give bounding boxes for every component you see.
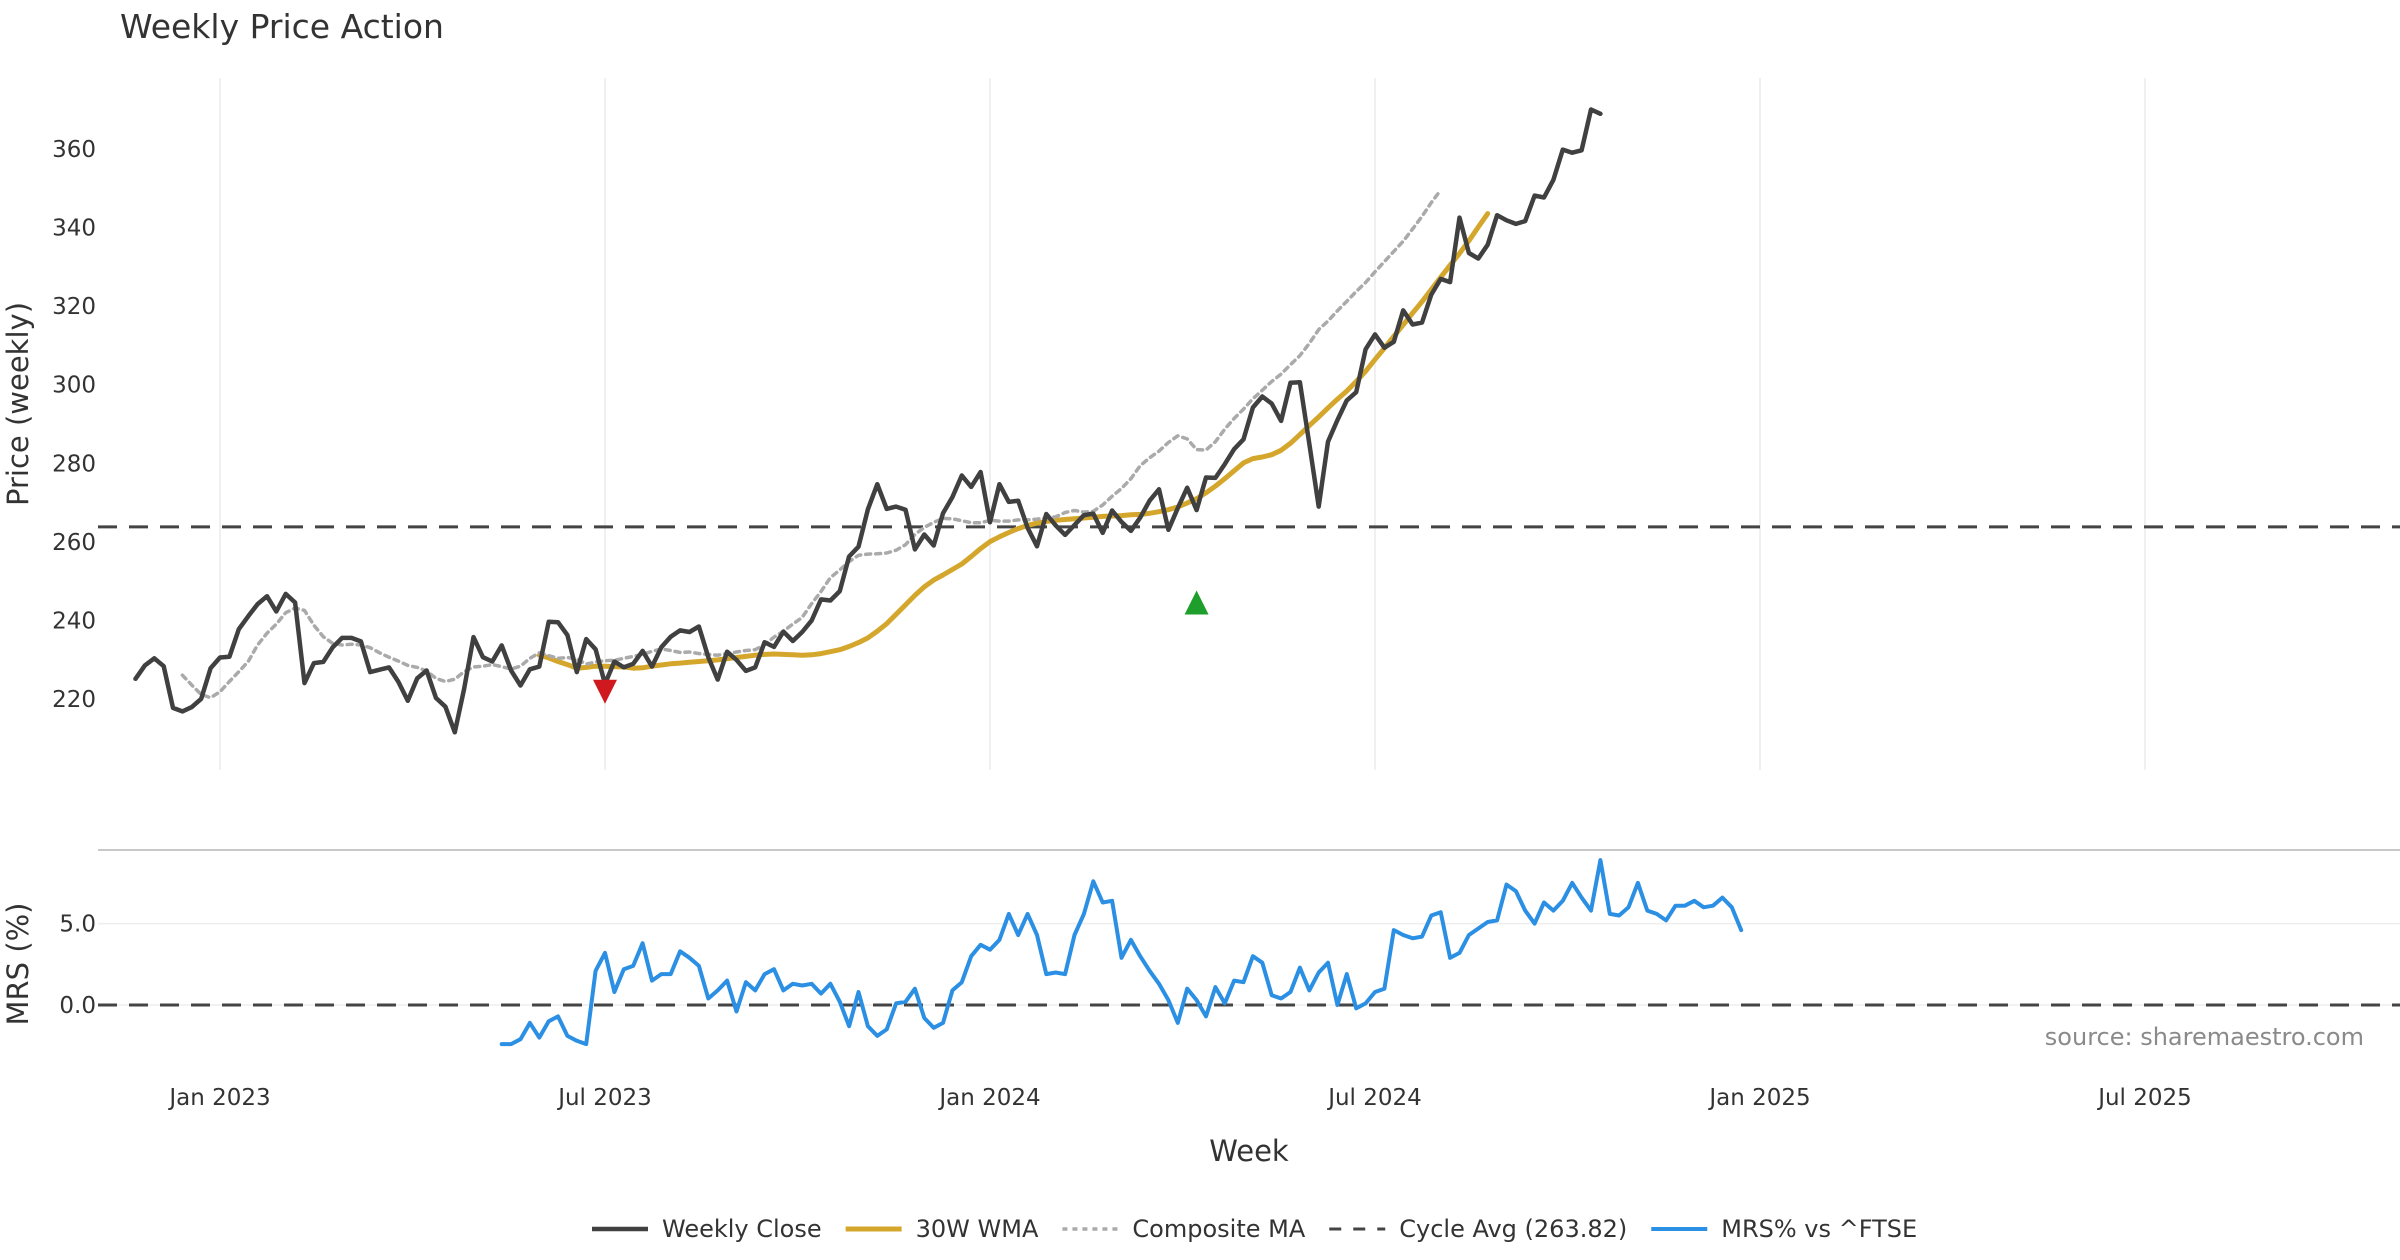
price-y-tick-label: 340 (52, 215, 96, 241)
price-y-tick-label: 360 (52, 137, 96, 163)
x-tick-label: Jul 2023 (556, 1085, 652, 1111)
legend-label: MRS% vs ^FTSE (1721, 1215, 1917, 1243)
legend-label: Cycle Avg (263.82) (1399, 1215, 1627, 1243)
mrs-y-tick-label: 0.0 (59, 993, 96, 1019)
tick-labels: Jan 2023 Jul 2023 Jan 2024 Jul 2024 Jan 2025… (52, 137, 2192, 1111)
grid (98, 78, 2400, 1006)
price-y-tick-label: 300 (52, 373, 96, 399)
legend-label: Weekly Close (662, 1215, 822, 1243)
x-tick-label: Jan 2025 (1707, 1085, 1810, 1111)
price-y-tick-label: 220 (52, 687, 96, 713)
x-tick-label: Jul 2025 (2096, 1085, 2192, 1111)
price-y-tick-label: 260 (52, 530, 96, 556)
mrs-y-tick-label: 5.0 (59, 912, 96, 938)
sell-signal-marker (593, 679, 617, 704)
legend-label: Composite MA (1132, 1215, 1305, 1243)
reference-lines (98, 525, 2400, 1007)
x-tick-label: Jul 2024 (1326, 1085, 1422, 1111)
legend-item-cycle-avg-263-82: Cycle Avg (263.82) (1329, 1215, 1627, 1243)
series-line-mrs-vs-ftse (499, 858, 1744, 1047)
legend-item-composite-ma: Composite MA (1062, 1215, 1306, 1243)
x-axis-label: Week (1209, 1134, 1289, 1168)
signal-markers (593, 590, 1209, 704)
mrs-axis-label: MRS (%) (1, 903, 35, 1026)
x-tick-label: Jan 2023 (167, 1085, 270, 1111)
legend-item-mrs-vs-ftse: MRS% vs ^FTSE (1651, 1215, 1917, 1243)
legend-label: 30W WMA (916, 1215, 1039, 1243)
series-line-weekly-close (133, 107, 1603, 735)
series-line-composite-ma (180, 188, 1443, 700)
x-tick-label: Jan 2024 (937, 1085, 1040, 1111)
price-y-tick-label: 320 (52, 294, 96, 320)
buy-signal-marker (1184, 590, 1209, 615)
legend-item-weekly-close: Weekly Close (592, 1215, 822, 1243)
chart-title: Weekly Price Action (120, 7, 444, 46)
series-lines (133, 107, 1744, 1047)
legend: Weekly Close 30W WMA Composite MA Cycle Avg… (592, 1215, 1917, 1243)
price-axis-label: Price (weekly) (1, 302, 35, 506)
series-line-30w-wma (536, 211, 1491, 671)
source-label: source: sharemaestro.com (2045, 1023, 2364, 1051)
legend-item-30w-wma: 30W WMA (845, 1215, 1039, 1243)
price-y-tick-label: 240 (52, 609, 96, 635)
price-y-tick-label: 280 (52, 451, 96, 477)
